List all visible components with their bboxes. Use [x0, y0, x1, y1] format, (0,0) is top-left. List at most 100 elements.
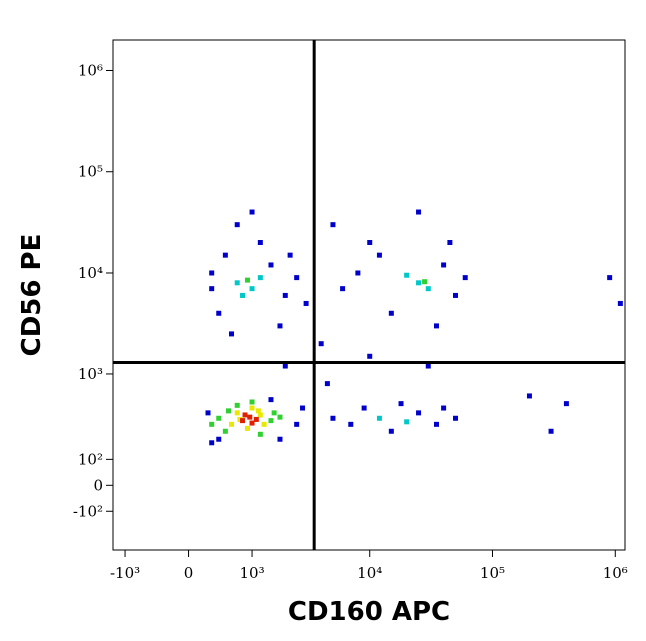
event-point	[303, 300, 309, 306]
event-point	[294, 275, 300, 281]
event-point	[355, 270, 361, 276]
event-point	[247, 414, 253, 420]
event-point	[240, 418, 246, 424]
event-point	[330, 222, 336, 228]
event-point	[249, 209, 255, 215]
event-point	[268, 397, 274, 403]
event-point	[257, 275, 263, 281]
event-point	[433, 323, 439, 329]
event-point	[237, 416, 243, 422]
event-point	[617, 300, 623, 306]
y-tick-label: 10⁶	[78, 61, 103, 79]
event-point	[287, 252, 293, 258]
event-point	[416, 209, 422, 215]
event-point	[209, 270, 215, 276]
event-point	[563, 401, 569, 407]
event-point	[209, 440, 215, 446]
event-point	[361, 405, 367, 411]
y-tick-label: 10⁵	[78, 163, 103, 181]
event-point	[324, 381, 330, 387]
event-point	[282, 363, 288, 369]
event-point	[257, 412, 263, 418]
event-point	[222, 252, 228, 258]
event-point	[526, 393, 532, 399]
event-point	[425, 286, 431, 292]
event-point	[422, 279, 428, 285]
event-point	[300, 405, 306, 411]
event-point	[253, 416, 259, 422]
event-point	[205, 410, 211, 416]
event-point	[425, 363, 431, 369]
event-point	[209, 286, 215, 292]
event-point	[222, 428, 228, 434]
event-point	[225, 408, 231, 414]
event-point	[453, 292, 459, 298]
event-point	[340, 286, 346, 292]
event-point	[216, 436, 222, 442]
event-point	[294, 421, 300, 427]
event-point	[376, 415, 382, 421]
event-point	[404, 419, 410, 425]
event-point	[318, 341, 324, 347]
plot-frame	[112, 39, 626, 551]
event-point	[234, 280, 240, 286]
y-axis-title: CD56 PE	[17, 234, 47, 357]
event-point	[271, 410, 277, 416]
event-point	[462, 275, 468, 281]
y-tick-label: 10⁴	[78, 264, 103, 282]
event-point	[216, 310, 222, 316]
event-point	[255, 408, 261, 414]
event-point	[261, 421, 267, 427]
event-point	[229, 421, 235, 427]
x-tick-label: -10³	[110, 564, 140, 582]
event-point	[229, 331, 235, 337]
event-point	[277, 436, 283, 442]
x-tick-label: 0	[184, 564, 194, 582]
x-tick-label: 10⁵	[480, 564, 505, 582]
event-point	[330, 415, 336, 421]
event-point	[268, 262, 274, 268]
event-point	[548, 428, 554, 434]
event-point	[453, 415, 459, 421]
event-point	[388, 428, 394, 434]
event-point	[216, 415, 222, 421]
x-tick-label: 10⁴	[357, 564, 382, 582]
event-point	[242, 412, 248, 418]
event-point	[398, 401, 404, 407]
event-point	[234, 410, 240, 416]
x-axis-title: CD160 APC	[288, 597, 450, 627]
event-point	[257, 431, 263, 437]
event-point	[277, 414, 283, 420]
event-point	[416, 410, 422, 416]
y-tick-label: 10²	[78, 450, 103, 468]
event-point	[268, 418, 274, 424]
x-tick-label: 10⁶	[603, 564, 628, 582]
event-point	[249, 286, 255, 292]
event-point	[249, 405, 255, 411]
event-point	[240, 292, 246, 298]
event-point	[416, 280, 422, 286]
event-point	[249, 399, 255, 405]
event-point	[244, 425, 250, 431]
event-point	[277, 323, 283, 329]
event-point	[376, 252, 382, 258]
event-point	[388, 310, 394, 316]
x-tick-label: 10³	[239, 564, 264, 582]
y-tick-label: 0	[93, 476, 103, 494]
event-point	[441, 405, 447, 411]
y-tick-label: 10³	[78, 365, 103, 383]
event-point	[249, 420, 255, 426]
event-point	[257, 240, 263, 246]
event-point	[441, 262, 447, 268]
event-point	[447, 240, 453, 246]
event-point	[209, 421, 215, 427]
event-point	[367, 240, 373, 246]
event-point	[433, 421, 439, 427]
event-point	[244, 277, 250, 283]
event-point	[367, 353, 373, 359]
y-tick-label: -10²	[73, 502, 103, 520]
event-point	[282, 292, 288, 298]
event-point	[234, 222, 240, 228]
event-point	[348, 421, 354, 427]
